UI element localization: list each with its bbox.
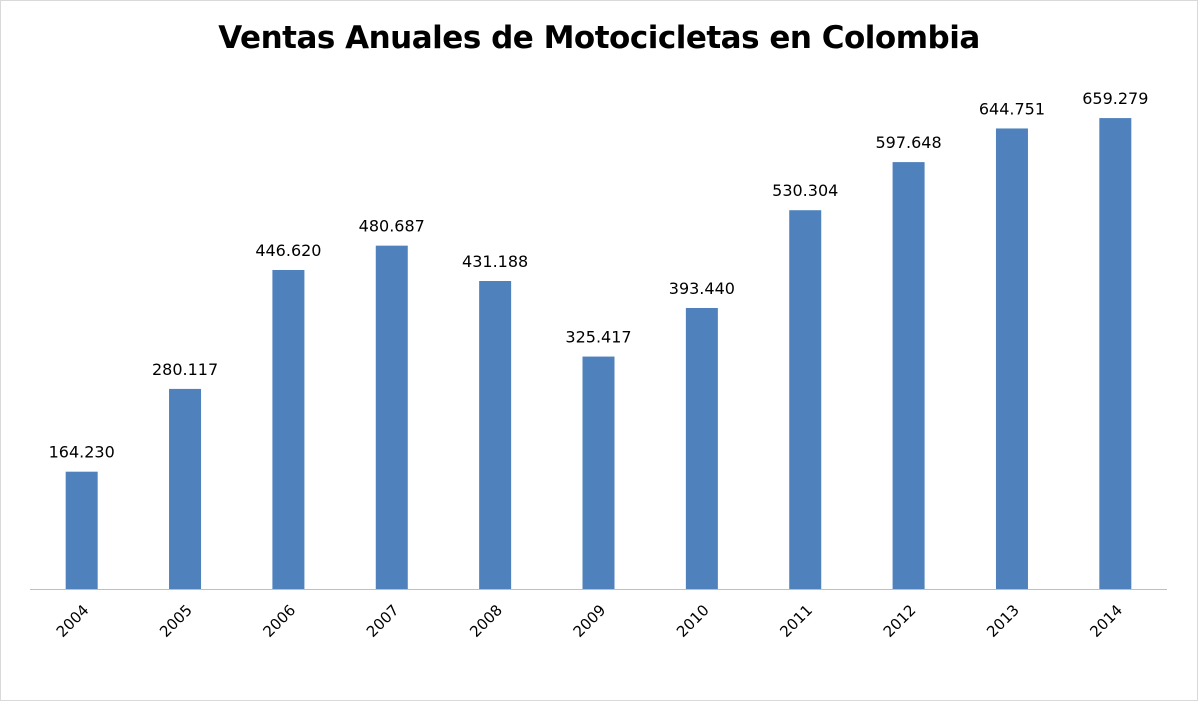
data-label-2005: 280.117 (152, 360, 218, 379)
bar-2014 (1099, 118, 1132, 589)
x-tick-label-2008: 2008 (466, 601, 506, 641)
chart-title: Ventas Anuales de Motocicletas en Colomb… (218, 20, 980, 56)
data-label-2010: 393.440 (669, 279, 735, 298)
bar-2008 (479, 281, 512, 589)
x-tick-label-2014: 2014 (1086, 601, 1126, 641)
data-label-2004: 164.230 (49, 443, 115, 462)
bar-2010 (685, 307, 718, 589)
x-tick-label-2004: 2004 (53, 601, 93, 641)
x-tick-label-2009: 2009 (570, 601, 610, 641)
data-label-2006: 446.620 (255, 241, 321, 260)
data-label-2014: 659.279 (1082, 89, 1148, 108)
bar-2009 (582, 356, 615, 589)
bar-2004 (65, 471, 98, 589)
data-label-2011: 530.304 (772, 181, 838, 200)
x-tick-label-2011: 2011 (776, 601, 816, 641)
data-label-2007: 480.687 (359, 217, 425, 236)
bar-2006 (272, 269, 305, 589)
data-label-2008: 431.188 (462, 252, 528, 271)
x-tick-label-2005: 2005 (156, 601, 196, 641)
data-label-2013: 644.751 (979, 99, 1045, 118)
data-label-2009: 325.417 (565, 328, 631, 347)
bar-2013 (995, 128, 1028, 590)
x-tick-label-2013: 2013 (983, 601, 1023, 641)
bar-2012 (892, 162, 925, 589)
x-tick-label-2012: 2012 (880, 601, 920, 641)
bar-2005 (169, 388, 202, 589)
x-tick-label-2007: 2007 (363, 601, 403, 641)
bar-2007 (375, 245, 408, 589)
data-label-2012: 597.648 (876, 133, 942, 152)
x-tick-label-2006: 2006 (260, 601, 300, 641)
bar-2011 (789, 210, 822, 589)
x-tick-label-2010: 2010 (673, 601, 713, 641)
